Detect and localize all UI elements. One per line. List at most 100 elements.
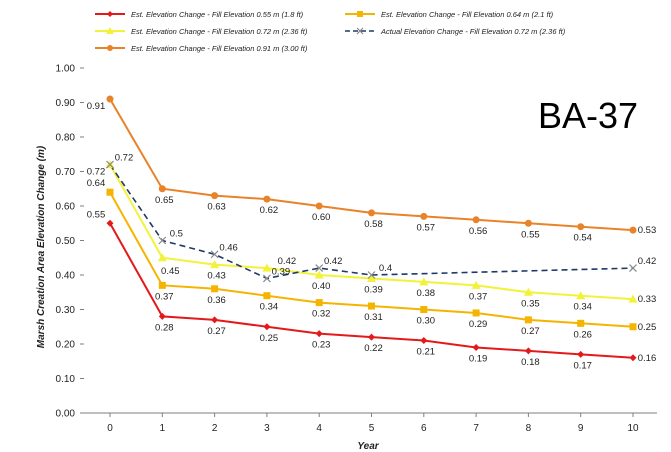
x-tick-label: 10 (627, 423, 639, 434)
series-1-data-label: 0.25 (638, 322, 657, 333)
series-1-point (629, 323, 637, 331)
series-1-data-label: 0.27 (521, 326, 540, 337)
legend-entry-label: Est. Elevation Change - Fill Elevation 0… (381, 10, 554, 19)
x-tick-label: 9 (578, 423, 584, 434)
series-2-data-label: 0.35 (521, 298, 540, 309)
series-0-point (577, 350, 585, 358)
y-axis-title: Marsh Creation Area Elevation Change (m) (36, 145, 47, 348)
series-1-point (472, 309, 480, 317)
series-4-point (472, 216, 480, 224)
x-axis: 0 1 2 3 4 5 6 7 8 9 10 (84, 412, 657, 434)
x-axis-title: Year (357, 441, 379, 452)
series-4-point (263, 195, 271, 203)
y-tick-label: 0.60 (56, 202, 76, 213)
y-tick-label: 0.00 (56, 409, 76, 420)
legend: Est. Elevation Change - Fill Elevation 0… (95, 10, 566, 53)
legend-entry-label: Est. Elevation Change - Fill Elevation 0… (131, 44, 308, 53)
series-1-point (577, 319, 585, 327)
series-0-point (629, 354, 637, 362)
series-4-data-label: 0.62 (260, 205, 279, 216)
series-3-data-label: 0.39 (272, 266, 291, 277)
series-0-data-label: 0.23 (312, 340, 331, 351)
legend-swatch-marker (107, 45, 113, 51)
x-marker-stroke (106, 160, 114, 169)
series-4-point (106, 95, 114, 103)
x-marker-stroke (262, 274, 271, 283)
series-2-data-label: 0.33 (638, 294, 657, 305)
series-3-point (210, 250, 219, 259)
series-4-point (211, 192, 219, 200)
series-2-data-label: 0.43 (207, 271, 226, 282)
series-0-point (158, 312, 166, 320)
y-tick-label: 0.50 (56, 236, 76, 247)
series-4-data-label: 0.53 (638, 225, 657, 236)
series-2-point (157, 253, 167, 262)
legend-swatch-marker (106, 27, 114, 34)
series-2-point (628, 294, 638, 303)
series-1-data-label: 0.30 (417, 316, 436, 327)
series-1-point (315, 299, 323, 307)
series-3-point (315, 264, 324, 273)
series-2-data-label: 0.37 (469, 291, 488, 302)
series-0-point (211, 316, 219, 324)
x-marker-stroke (315, 264, 324, 273)
series-1-data-label: 0.64 (87, 178, 106, 189)
series-0-data-label: 0.27 (207, 326, 226, 337)
data-labels: 0.55 0.28 0.27 0.25 0.23 0.22 0.21 0.19 0.18 0.17… (87, 101, 657, 371)
y-tick-label: 0.70 (56, 167, 76, 178)
y-tick-label: 0.30 (56, 305, 76, 316)
y-axis: 0.00 0.10 0.20 0.30 0.40 0.50 0.60 0.70 0.80 0.90… (56, 64, 84, 420)
x-tick-label: 8 (526, 423, 532, 434)
x-tick-label: 2 (212, 423, 218, 434)
series-2-point (576, 291, 586, 300)
x-tick-label: 5 (369, 423, 375, 434)
series-1-point (158, 281, 166, 289)
series-1-data-label: 0.37 (155, 291, 174, 302)
series-4-data-label: 0.55 (521, 229, 540, 240)
series-4-data-label: 0.57 (417, 222, 436, 233)
series-2-point (471, 280, 481, 289)
series-3-point (629, 264, 637, 273)
series-2-point (419, 277, 429, 286)
series-0-data-label: 0.25 (260, 333, 279, 344)
series-1-point (106, 188, 114, 196)
series-0-data-label: 0.55 (87, 209, 106, 220)
x-tick-label: 0 (107, 423, 113, 434)
series-4-data-label: 0.56 (469, 226, 488, 237)
series-1-point (420, 306, 428, 313)
series-4-data-label: 0.60 (312, 212, 331, 223)
series-0-data-label: 0.18 (521, 357, 540, 368)
x-tick-label: 6 (421, 423, 427, 434)
series-4-data-label: 0.54 (573, 233, 592, 244)
series-1-data-label: 0.29 (469, 319, 488, 330)
series-0-point (420, 337, 428, 345)
x-tick-label: 1 (160, 423, 166, 434)
series-2-data-label: 0.45 (161, 266, 180, 277)
y-tick-label: 0.20 (56, 340, 76, 351)
series-0-data-label: 0.17 (573, 360, 592, 371)
legend-swatch-marker (356, 27, 364, 35)
series-0-data-label: 0.22 (364, 343, 383, 354)
series-3-data-label: 0.42 (324, 256, 343, 267)
series-1-data-label: 0.31 (364, 312, 383, 323)
x-tick-label: 4 (316, 423, 322, 434)
legend-swatch-marker (107, 11, 113, 17)
legend-entry-label: Actual Elevation Change - Fill Elevation… (380, 27, 566, 36)
series-0-point (106, 219, 114, 227)
series-1-data-label: 0.26 (573, 329, 592, 340)
x-tick-label: 3 (264, 423, 270, 434)
y-tick-label: 0.90 (56, 98, 76, 109)
y-tick-label: 0.80 (56, 133, 76, 144)
series-4-data-label: 0.63 (207, 202, 226, 213)
series-3-data-label: 0.5 (170, 229, 183, 240)
series-2-data-label: 0.38 (417, 288, 436, 299)
series-4-data-label: 0.91 (87, 101, 106, 112)
y-tick-label: 0.40 (56, 271, 76, 282)
x-marker-stroke (210, 250, 219, 259)
series-3-point (367, 271, 376, 279)
series-1-data-label: 0.34 (260, 302, 279, 313)
series-2-point (314, 270, 324, 279)
series-0-data-label: 0.19 (469, 353, 488, 364)
legend-entry-label: Est. Elevation Change - Fill Elevation 0… (131, 27, 308, 36)
